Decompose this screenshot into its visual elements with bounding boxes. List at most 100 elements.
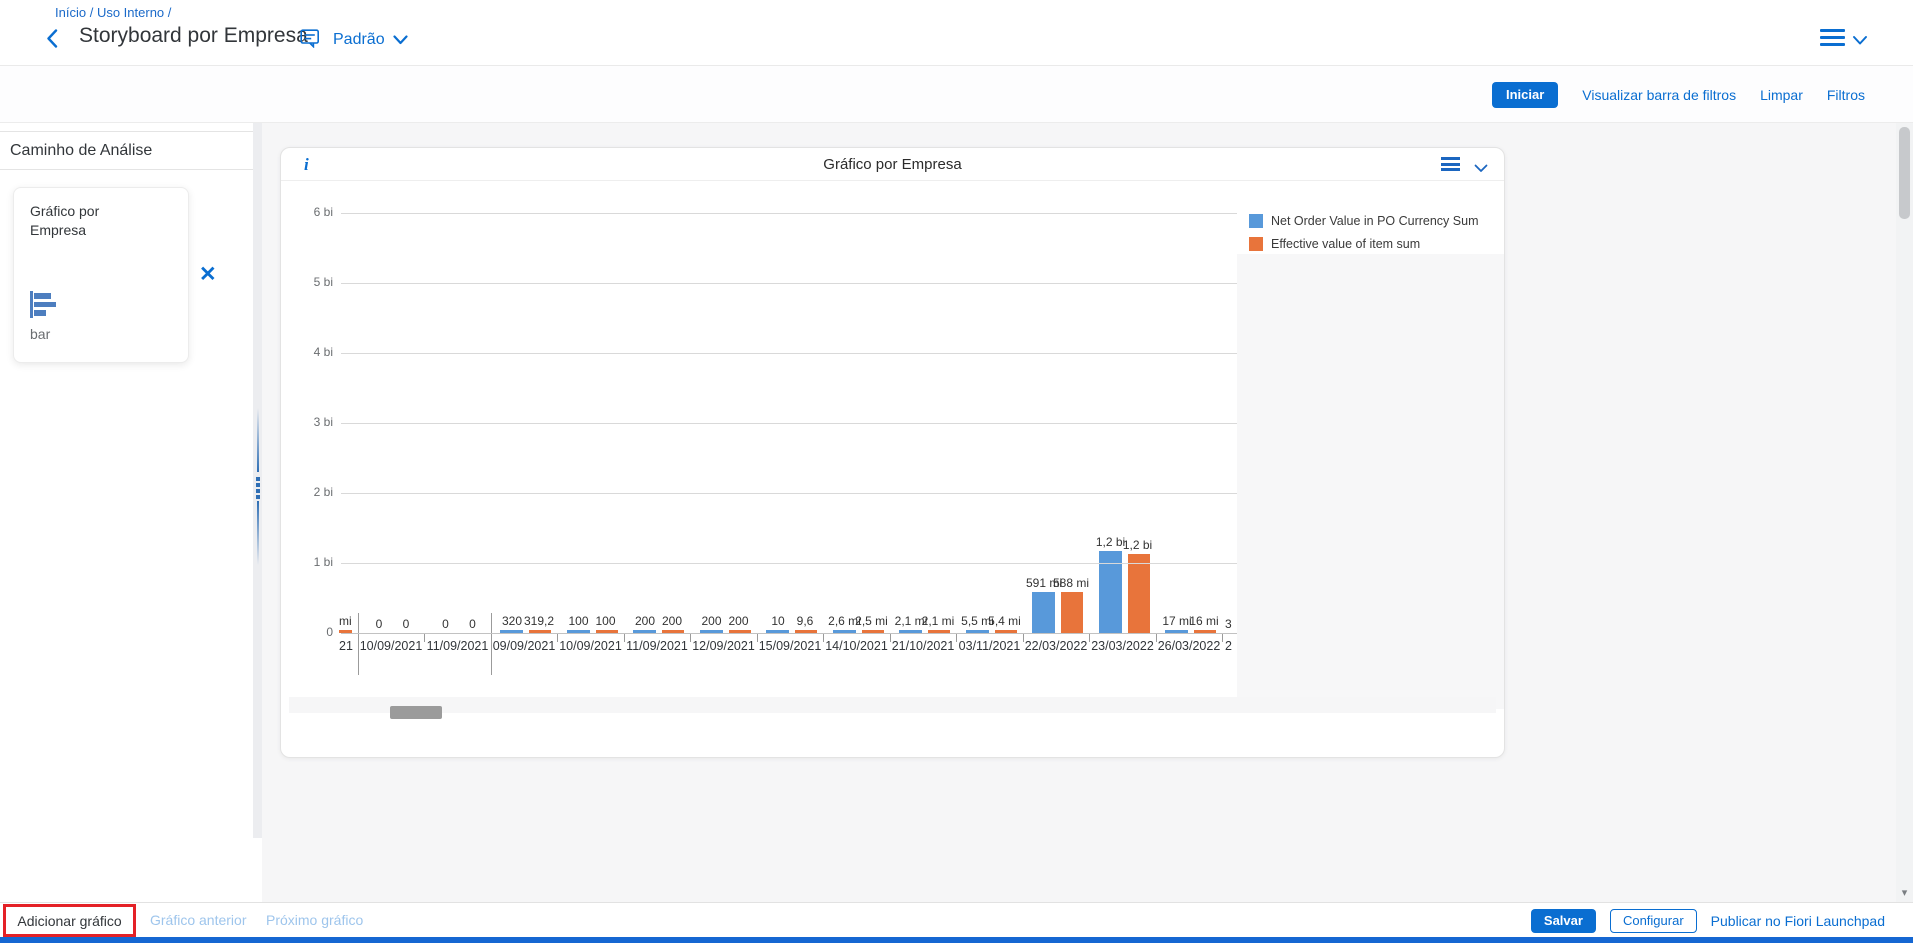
- chart-title: Gráfico por Empresa: [823, 156, 962, 173]
- menu-icon[interactable]: [1820, 29, 1845, 46]
- bar-series-0[interactable]: [699, 630, 723, 633]
- filter-bar: Iniciar Visualizar barra de filtros Limp…: [0, 66, 1913, 123]
- filters-button[interactable]: Filtros: [1826, 86, 1865, 103]
- legend-item[interactable]: Net Order Value in PO Currency Sum: [1249, 214, 1478, 228]
- bar-series-0[interactable]: [500, 630, 523, 633]
- bar-series-1[interactable]: [994, 630, 1017, 633]
- bar-value-label: 200: [701, 614, 722, 628]
- bar-series-1[interactable]: [1194, 630, 1216, 633]
- breadcrumb-separator: /: [89, 5, 94, 20]
- bar-series-1[interactable]: [728, 630, 751, 633]
- chevron-down-icon[interactable]: [1474, 160, 1488, 178]
- bar-series-0[interactable]: [1165, 630, 1188, 633]
- axis-tick: [690, 633, 692, 642]
- splitter-decoration: [257, 501, 259, 565]
- breadcrumb-separator: /: [167, 5, 172, 20]
- bar-series-1[interactable]: [595, 630, 618, 633]
- bar-value-label: 16 mi: [1189, 614, 1219, 628]
- comment-icon[interactable]: [300, 29, 320, 53]
- axis-tick: [956, 633, 958, 642]
- scroll-down-arrow-icon[interactable]: ▾: [1901, 887, 1908, 899]
- close-icon[interactable]: ✕: [199, 263, 217, 286]
- splitter-grip-icon[interactable]: [256, 477, 260, 499]
- axis-tick: [1089, 633, 1091, 642]
- bar-value-label: 100: [568, 614, 589, 628]
- bar-series-0[interactable]: [832, 630, 856, 633]
- gridline: [341, 213, 1237, 214]
- bar-series-0[interactable]: [1032, 591, 1055, 633]
- x-axis-category-label: 10/09/2021: [359, 639, 423, 653]
- scrollbar-thumb[interactable]: [1899, 127, 1910, 219]
- y-axis-tick-label: 2 bi: [313, 485, 333, 499]
- chart-canvas: mi 21 0 0 10/09/2021 0 0 11/09/2021 320 319,2 09/0…: [281, 181, 1504, 758]
- info-icon[interactable]: i: [304, 155, 309, 174]
- axis-tick: [424, 633, 426, 642]
- axis-tick: [823, 633, 825, 642]
- y-axis-tick-label: 1 bi: [313, 555, 333, 569]
- bar-series-1[interactable]: [1127, 553, 1150, 633]
- bar-value-label: 591 mi: [1025, 575, 1063, 590]
- bar-series-0[interactable]: [1098, 551, 1122, 633]
- bar-series-0[interactable]: [899, 630, 922, 633]
- show-filter-bar-button[interactable]: Visualizar barra de filtros: [1582, 86, 1737, 103]
- save-button[interactable]: Salvar: [1530, 908, 1596, 933]
- bar-series-1[interactable]: [339, 629, 352, 633]
- x-axis-category-label: 11/09/2021: [626, 639, 688, 653]
- legend-item[interactable]: Effective value of item sum: [1249, 237, 1478, 251]
- bar-series-1[interactable]: [529, 630, 551, 633]
- bar-series-1[interactable]: [1061, 591, 1083, 633]
- configure-button[interactable]: Configurar: [1609, 908, 1697, 933]
- bar-value-label: 0: [442, 617, 449, 631]
- previous-chart-button[interactable]: Gráfico anterior: [150, 912, 247, 928]
- axis-tick: [357, 613, 359, 675]
- bar-value-label: 2,6 mi: [828, 614, 861, 628]
- x-axis-category-label: 15/09/2021: [758, 639, 822, 653]
- variant-selector[interactable]: Padrão: [333, 31, 408, 49]
- chart-panel: i Gráfico por Empresa mi 21 0 0 10/09/2021 0 0…: [280, 147, 1505, 758]
- page-scrollbar[interactable]: ▾: [1896, 123, 1913, 902]
- axis-tick: [557, 633, 559, 642]
- bar-series-0[interactable]: [965, 630, 989, 633]
- x-axis-category-label: 11/09/2021: [426, 639, 489, 653]
- bar-value-label: 200: [728, 614, 749, 628]
- gridline: [341, 283, 1237, 284]
- x-axis-category-label: 12/09/2021: [692, 639, 755, 653]
- x-axis-category-label: 21: [339, 639, 353, 653]
- scrollbar-thumb[interactable]: [390, 706, 442, 719]
- bar-series-0[interactable]: [566, 630, 590, 633]
- shell-header: Início / Uso Interno / Storyboard por Em…: [0, 0, 1913, 66]
- bar-series-0[interactable]: [633, 630, 656, 633]
- chart-horizontal-scrollbar[interactable]: [289, 697, 1496, 719]
- bar-series-1[interactable]: [795, 630, 817, 633]
- y-axis-tick-label: 0: [326, 625, 333, 639]
- chevron-down-icon[interactable]: [1852, 33, 1868, 51]
- x-axis-category-label: 03/11/2021: [958, 639, 1021, 653]
- bar-series-1[interactable]: [861, 630, 884, 633]
- y-axis-tick-label: 4 bi: [313, 345, 333, 359]
- bar-series-0[interactable]: [766, 630, 789, 633]
- publish-button[interactable]: Publicar no Fiori Launchpad: [1710, 912, 1885, 929]
- chart-panel-header: i Gráfico por Empresa: [281, 148, 1504, 181]
- bar-value-label: 0: [375, 617, 383, 631]
- next-chart-button[interactable]: Próximo gráfico: [266, 912, 364, 928]
- splitter-handle[interactable]: [253, 123, 262, 838]
- clear-button[interactable]: Limpar: [1760, 86, 1803, 103]
- footer-bar: Adicionar gráfico Gráfico anterior Próxi…: [0, 902, 1913, 937]
- bar-series-1[interactable]: [928, 630, 950, 633]
- chart-menu-icon[interactable]: [1441, 157, 1460, 171]
- analysis-step-title: Gráfico por Empresa: [30, 203, 100, 238]
- y-axis-tick-label: 5 bi: [313, 275, 333, 289]
- breadcrumb-link-section[interactable]: Uso Interno: [96, 5, 165, 20]
- axis-tick: [889, 633, 891, 642]
- add-chart-button[interactable]: Adicionar gráfico: [17, 912, 122, 929]
- go-button[interactable]: Iniciar: [1491, 81, 1559, 108]
- bar-value-label: 320: [501, 614, 523, 628]
- back-icon[interactable]: [46, 29, 58, 48]
- analysis-step-card[interactable]: Gráfico por Empresa bar: [13, 187, 189, 363]
- axis-tick: [1222, 633, 1224, 642]
- annotation-highlight: Adicionar gráfico: [3, 904, 136, 937]
- x-axis-category-label: 10/09/2021: [559, 639, 622, 653]
- breadcrumb-link-home[interactable]: Início: [55, 5, 87, 20]
- bar-series-1[interactable]: [662, 630, 684, 633]
- bar-value-label: 1,2 bi: [1122, 537, 1153, 552]
